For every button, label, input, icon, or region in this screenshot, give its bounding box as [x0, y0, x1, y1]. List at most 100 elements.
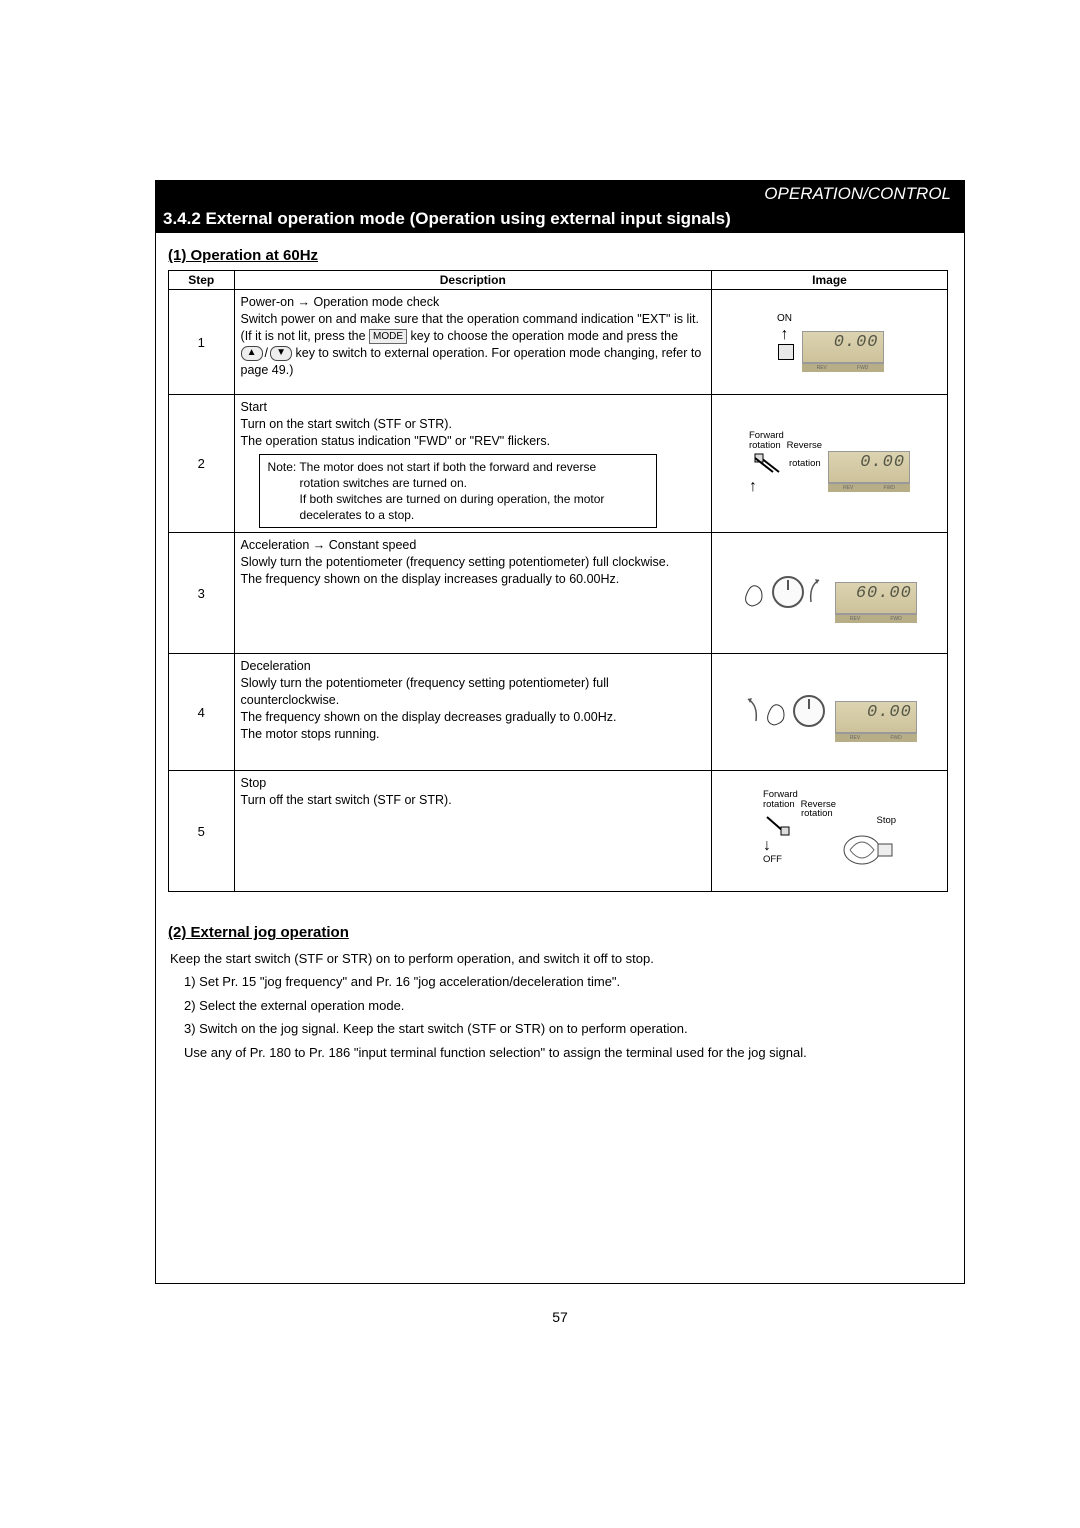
stop-label: Stop — [840, 816, 896, 826]
section-title: 3.4.2 External operation mode (Operation… — [155, 205, 965, 233]
step-num: 5 — [169, 771, 235, 892]
curved-arrow-icon — [742, 695, 760, 727]
page: OPERATION/CONTROL 3.4.2 External operati… — [0, 0, 1080, 1528]
step-desc: Start Turn on the start switch (STF or S… — [234, 395, 711, 533]
rotation-label: rotation — [749, 441, 781, 451]
table-row: 3 Acceleration → Constant speed Slowly t… — [169, 533, 948, 654]
lcd-sub-row: REV FWD — [835, 614, 917, 623]
table-row: 2 Start Turn on the start switch (STF or… — [169, 395, 948, 533]
rotation-label: rotation — [789, 459, 821, 469]
th-desc: Description — [234, 271, 711, 290]
step-num: 4 — [169, 654, 235, 771]
list-item: 2) Select the external operation mode. — [184, 994, 964, 1017]
text: Turn off the start switch (STF or STR). — [241, 793, 452, 807]
lcd-value: 0.00 — [835, 701, 917, 733]
text: key to switch to external operation. For… — [296, 346, 702, 360]
text: If both switches are turned on during op… — [268, 492, 605, 506]
lcd-value: 0.00 — [828, 451, 910, 483]
text: Acceleration → Constant speed — [241, 538, 417, 552]
motor-icon — [840, 828, 896, 870]
text: Deceleration — [241, 659, 311, 673]
table-row: 1 Power-on → Operation mode check Switch… — [169, 290, 948, 395]
step-num: 1 — [169, 290, 235, 395]
potentiometer-icon — [742, 695, 825, 730]
list-item: 1) Set Pr. 15 "jog frequency" and Pr. 16… — [184, 970, 964, 993]
sec2-list: 1) Set Pr. 15 "jog frequency" and Pr. 16… — [170, 970, 964, 1040]
display-unit-icon: 60.00 REV FWD — [835, 582, 917, 623]
text: Slowly turn the potentiometer (frequency… — [241, 676, 609, 690]
text: Stop — [241, 776, 267, 790]
lcd-fwd: FWD — [889, 734, 902, 742]
text: Set Pr. 15 "jog frequency" and Pr. 16 "j… — [199, 974, 620, 989]
switch-icon — [763, 809, 799, 837]
th-step: Step — [169, 271, 235, 290]
subsection-2-title: (2) External jog operation — [168, 924, 964, 941]
step-image: ON 0.00 REV FWD — [712, 290, 948, 395]
text: counterclockwise. — [241, 693, 340, 707]
lcd-value: 0.00 — [802, 331, 884, 363]
text: The operation status indication "FWD" or… — [241, 434, 551, 448]
text: Slowly turn the potentiometer (frequency… — [241, 555, 670, 569]
stop-block: Stop — [840, 790, 896, 873]
display-unit-icon: 0.00 REV FWD — [828, 451, 910, 492]
hand-icon — [764, 695, 790, 727]
rotation-label: rotation — [801, 809, 833, 819]
page-header: OPERATION/CONTROL — [155, 181, 965, 205]
lcd-fwd: FWD — [856, 364, 869, 372]
text: Note: The motor does not start if both t… — [268, 460, 597, 474]
down-arrow-icon — [763, 837, 836, 855]
lcd-rev: REV — [816, 364, 828, 372]
list-item: 3) Switch on the jog signal. Keep the st… — [184, 1017, 964, 1040]
reverse-label: Reverse — [787, 441, 822, 451]
step-image: 0.00 REV FWD — [712, 654, 948, 771]
lcd-rev: REV — [849, 734, 861, 742]
text: Start — [241, 400, 267, 414]
page-number: 57 — [156, 1309, 964, 1325]
display-unit-icon: 0.00 REV FWD — [835, 701, 917, 742]
step-image: 60.00 REV FWD — [712, 533, 948, 654]
text: page 49.) — [241, 363, 294, 377]
on-label: ON — [776, 313, 794, 324]
switch-icon — [778, 344, 794, 360]
note-box: Note: The motor does not start if both t… — [259, 454, 657, 529]
up-arrow-icon — [749, 478, 822, 496]
lcd-fwd: FWD — [889, 615, 902, 623]
fwd-rev-labels: Forward rotation Reverse rotation — [749, 431, 822, 496]
curved-arrow-icon — [807, 576, 825, 608]
text: key to choose the operation mode and pre… — [407, 329, 678, 343]
text: Power-on → Operation mode check — [241, 295, 440, 309]
lcd-sub-row: REV FWD — [802, 363, 884, 372]
text: The frequency shown on the display incre… — [241, 572, 620, 586]
text: The motor stops running. — [241, 727, 380, 741]
text: Switch power on and make sure that the o… — [241, 312, 699, 326]
text: (If it is not lit, press the — [241, 329, 370, 343]
text: Select the external operation mode. — [199, 998, 404, 1013]
subsection-1-title: (1) Operation at 60Hz — [168, 247, 964, 264]
table-row: 5 Stop Turn off the start switch (STF or… — [169, 771, 948, 892]
step-num: 2 — [169, 395, 235, 533]
switch-icon — [749, 450, 785, 478]
th-image: Image — [712, 271, 948, 290]
switch-icon: ON — [776, 313, 794, 360]
step-image: Forward rotation Reverse rotation — [712, 395, 948, 533]
lcd-value: 60.00 — [835, 582, 917, 614]
dial-icon — [772, 576, 804, 608]
table-header-row: Step Description Image — [169, 271, 948, 290]
steps-table: Step Description Image 1 Power-on → Oper… — [168, 270, 948, 892]
sec2-li3-tail: Use any of Pr. 180 to Pr. 186 "input ter… — [184, 1041, 954, 1064]
step-desc: Power-on → Operation mode check Switch p… — [234, 290, 711, 395]
text: decelerates to a stop. — [268, 508, 415, 522]
potentiometer-icon — [742, 576, 825, 611]
off-label: OFF — [763, 855, 836, 865]
fwd-rev-labels: Forward rotation Reverse rotation — [763, 790, 836, 865]
text: Turn on the start switch (STF or STR). — [241, 417, 452, 431]
lcd-sub-row: REV FWD — [828, 483, 910, 492]
lcd-rev: REV — [849, 615, 861, 623]
text: / — [265, 346, 268, 360]
step-desc: Stop Turn off the start switch (STF or S… — [234, 771, 711, 892]
lcd-rev: REV — [842, 484, 854, 492]
text: rotation switches are turned on. — [268, 476, 467, 490]
lcd-fwd: FWD — [883, 484, 896, 492]
rotation-label: rotation — [763, 800, 795, 810]
content-frame: OPERATION/CONTROL 3.4.2 External operati… — [155, 180, 965, 1284]
